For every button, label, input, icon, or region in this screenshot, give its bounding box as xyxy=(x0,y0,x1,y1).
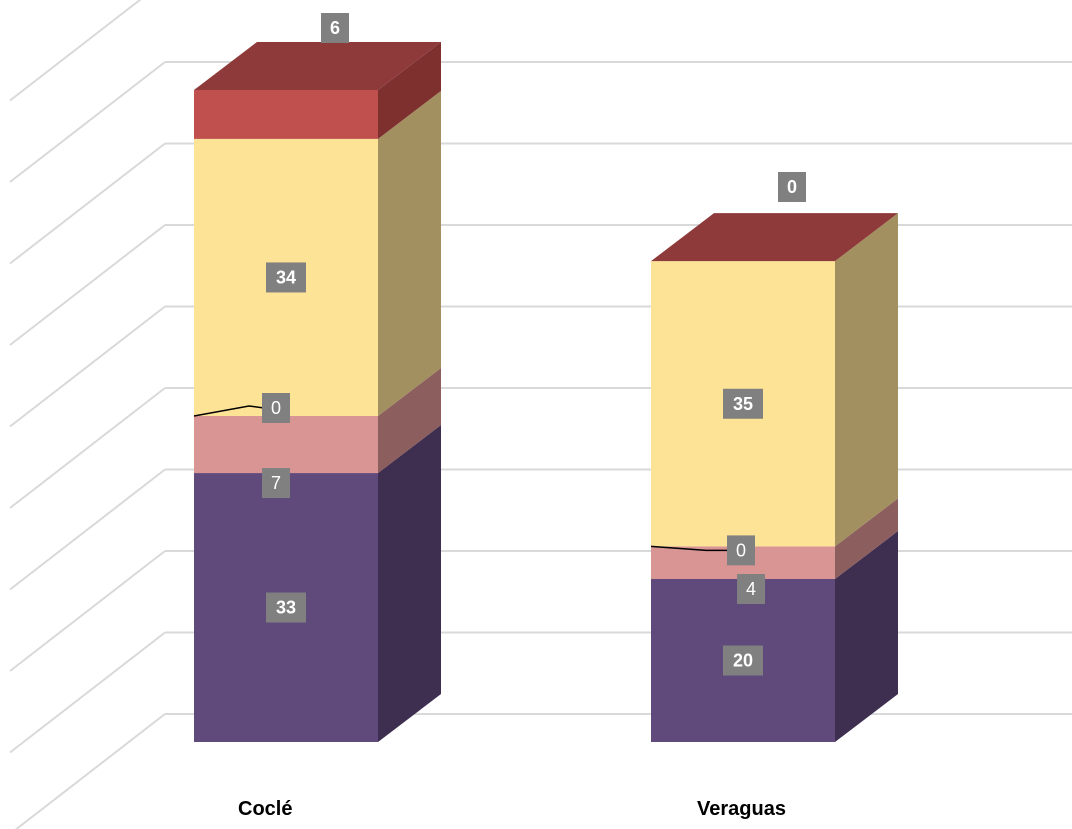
data-label-bg xyxy=(266,262,306,293)
data-label-bg xyxy=(262,468,290,499)
bar-segment-side xyxy=(378,368,441,474)
data-label-bg xyxy=(262,393,290,423)
data-label: 0 xyxy=(787,177,797,197)
data-label-bg xyxy=(778,172,806,202)
category-label: Veraguas xyxy=(697,798,786,820)
data-label: 7 xyxy=(271,473,281,493)
data-label: 34 xyxy=(276,267,296,287)
gridline-side xyxy=(14,713,166,829)
gridline-side xyxy=(9,305,166,428)
data-label-bg xyxy=(266,592,306,623)
gridline-side xyxy=(9,550,166,672)
bar-segment-side xyxy=(835,498,898,579)
data-label: 4 xyxy=(746,579,756,599)
data-label: 33 xyxy=(276,598,296,618)
gridline-side xyxy=(9,224,166,346)
gridline-side xyxy=(9,142,166,265)
data-label-bg xyxy=(321,13,349,43)
category-label: Coclé xyxy=(238,798,292,820)
data-label-bg xyxy=(723,388,763,419)
bars-group xyxy=(194,42,898,742)
bar-segment-front xyxy=(194,90,378,139)
data-label-bg xyxy=(727,535,755,566)
gridline-side xyxy=(9,61,166,183)
bar-top-face xyxy=(194,42,441,90)
category-labels-group: Coclé Veraguas xyxy=(238,798,786,820)
data-label: 0 xyxy=(736,540,746,560)
gridlines xyxy=(9,0,1072,829)
gridline-side xyxy=(9,387,166,509)
bar-segment-side xyxy=(835,213,898,547)
bar-segment-front xyxy=(194,416,378,474)
data-label: 35 xyxy=(733,394,753,414)
data-label-bg xyxy=(737,574,765,604)
leader-line xyxy=(650,545,729,552)
gridline-side xyxy=(9,468,166,591)
bar-segment-side xyxy=(835,531,898,742)
bar-segment-side xyxy=(378,425,441,742)
data-label-bg xyxy=(723,645,763,676)
bar-segment-side xyxy=(378,90,441,417)
leader-line xyxy=(193,405,265,417)
bar-top-face xyxy=(651,213,898,262)
data-label: 20 xyxy=(733,651,753,671)
data-label: 6 xyxy=(330,18,340,38)
bar-segment-side xyxy=(378,42,441,139)
data-label: 0 xyxy=(271,398,281,418)
gridline-side xyxy=(9,631,166,754)
gridline-side xyxy=(9,0,142,102)
